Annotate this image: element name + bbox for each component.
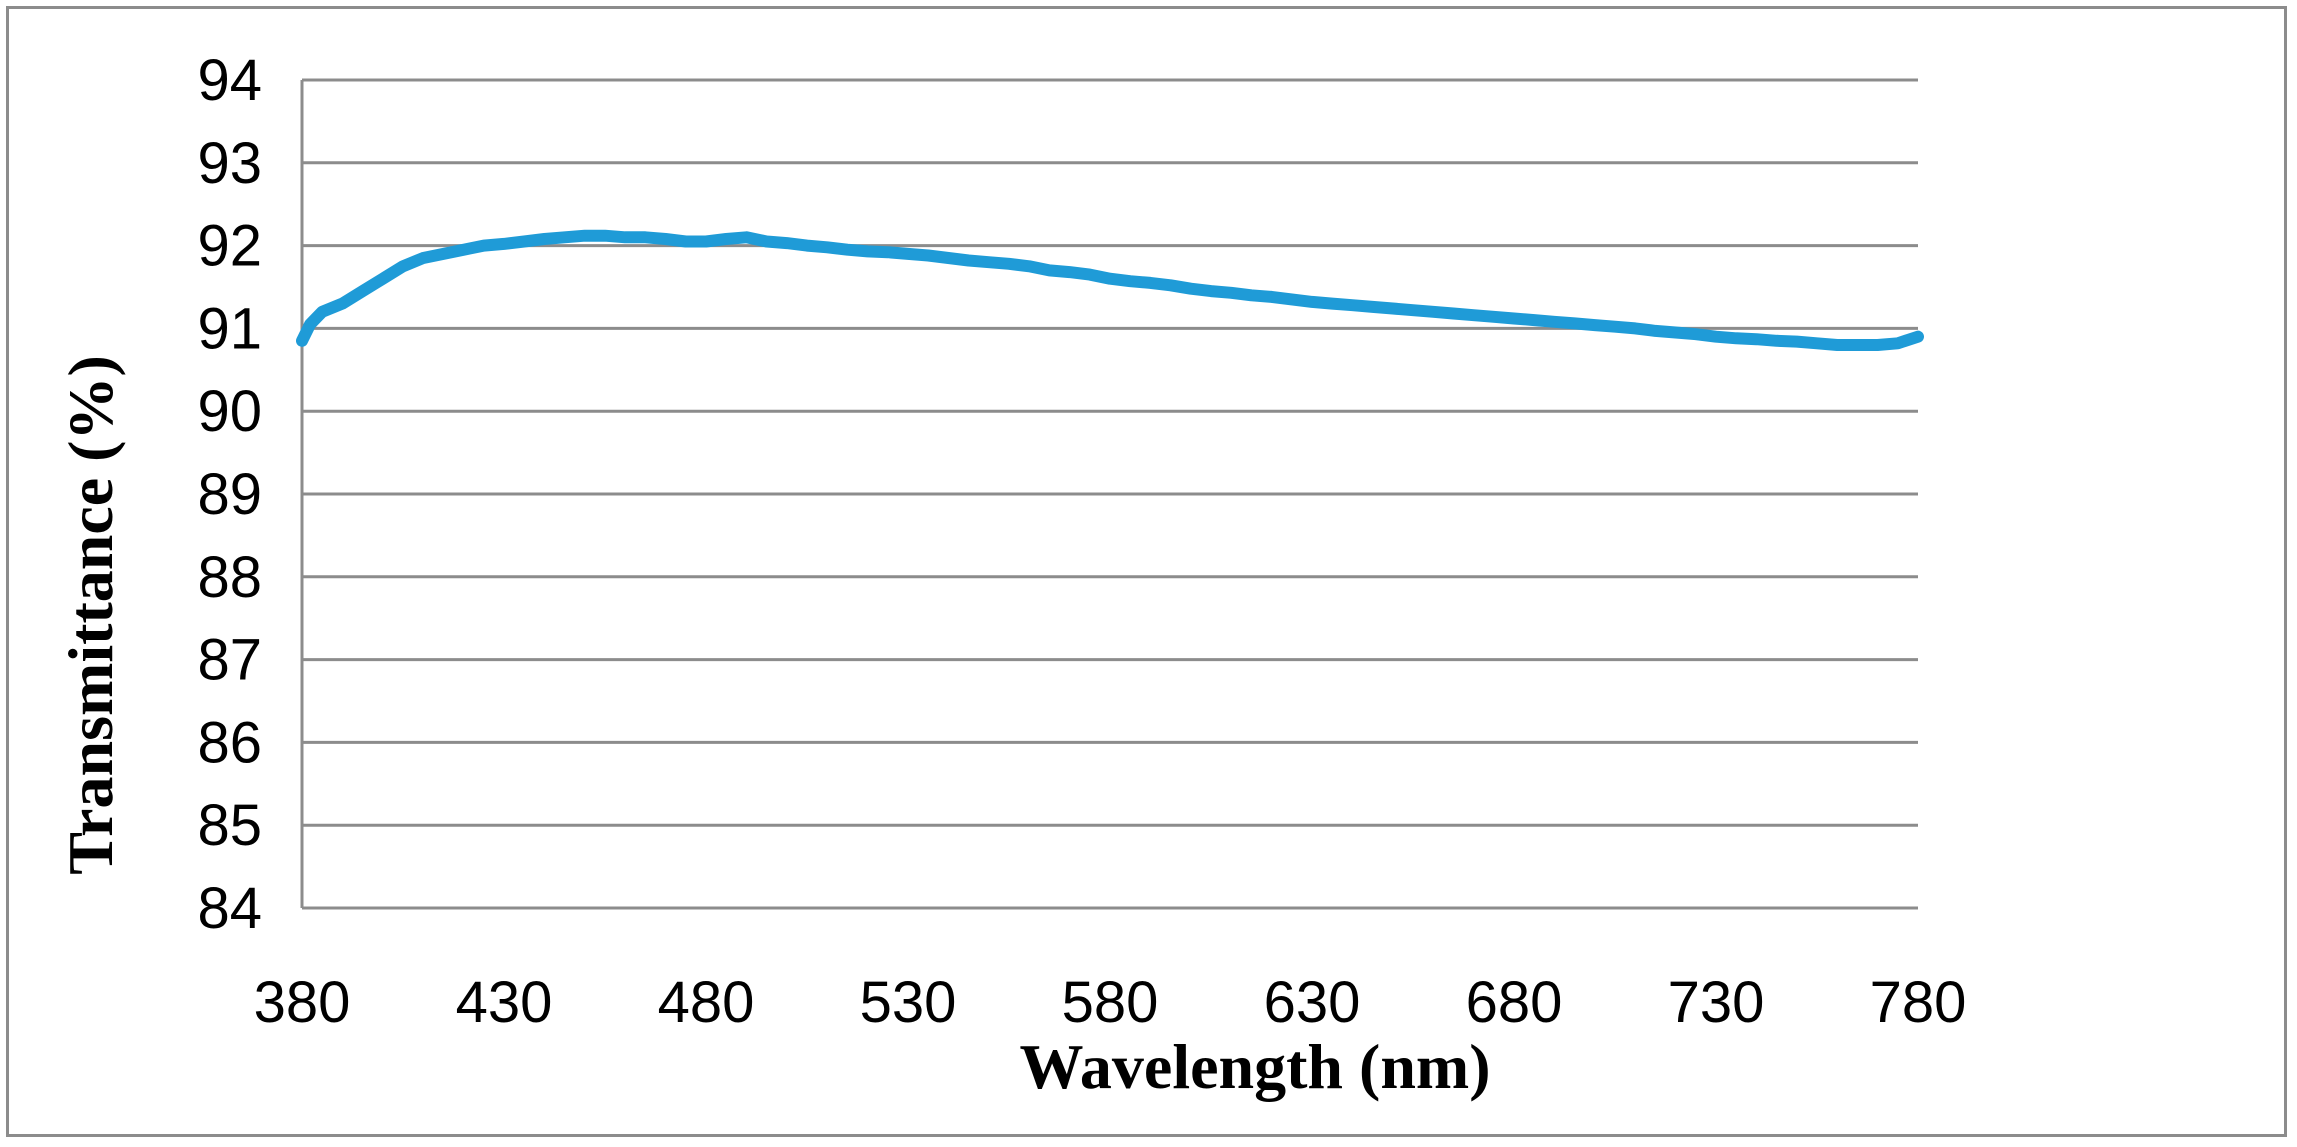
x-tick-label: 780 (1870, 970, 1967, 1035)
y-axis-title: Transmittance (%) (55, 355, 126, 875)
y-tick-label: 86 (197, 710, 262, 775)
x-axis-title: Wavelength (nm) (1019, 1031, 1490, 1102)
x-tick-labels: 380 430 480 530 580 630 680 730 780 (254, 970, 1967, 1035)
y-tick-label: 92 (197, 214, 262, 279)
y-tick-label: 91 (197, 296, 262, 361)
grid-lines (302, 78, 1918, 827)
y-tick-label: 89 (197, 462, 262, 527)
axes (300, 80, 1918, 910)
x-tick-label: 580 (1062, 970, 1159, 1035)
y-tick-label: 87 (197, 628, 262, 693)
series-line-0 (296, 229, 1924, 351)
y-tick-label: 85 (197, 793, 262, 858)
y-tick-label: 88 (197, 545, 262, 610)
x-tick-label: 380 (254, 970, 351, 1035)
x-tick-label: 480 (658, 970, 755, 1035)
chart-frame (6, 6, 2287, 1137)
x-tick-label: 730 (1668, 970, 1765, 1035)
y-tick-label: 90 (197, 379, 262, 444)
x-tick-label: 680 (1466, 970, 1563, 1035)
x-tick-label: 630 (1264, 970, 1361, 1035)
x-tick-label: 530 (860, 970, 957, 1035)
y-tick-labels: 84 85 86 87 88 89 90 91 92 93 94 (197, 48, 262, 941)
series-layer (296, 229, 1924, 351)
y-tick-label: 84 (197, 876, 262, 941)
y-tick-label: 94 (197, 48, 262, 113)
y-tick-label: 93 (197, 131, 262, 196)
x-tick-label: 430 (456, 970, 553, 1035)
